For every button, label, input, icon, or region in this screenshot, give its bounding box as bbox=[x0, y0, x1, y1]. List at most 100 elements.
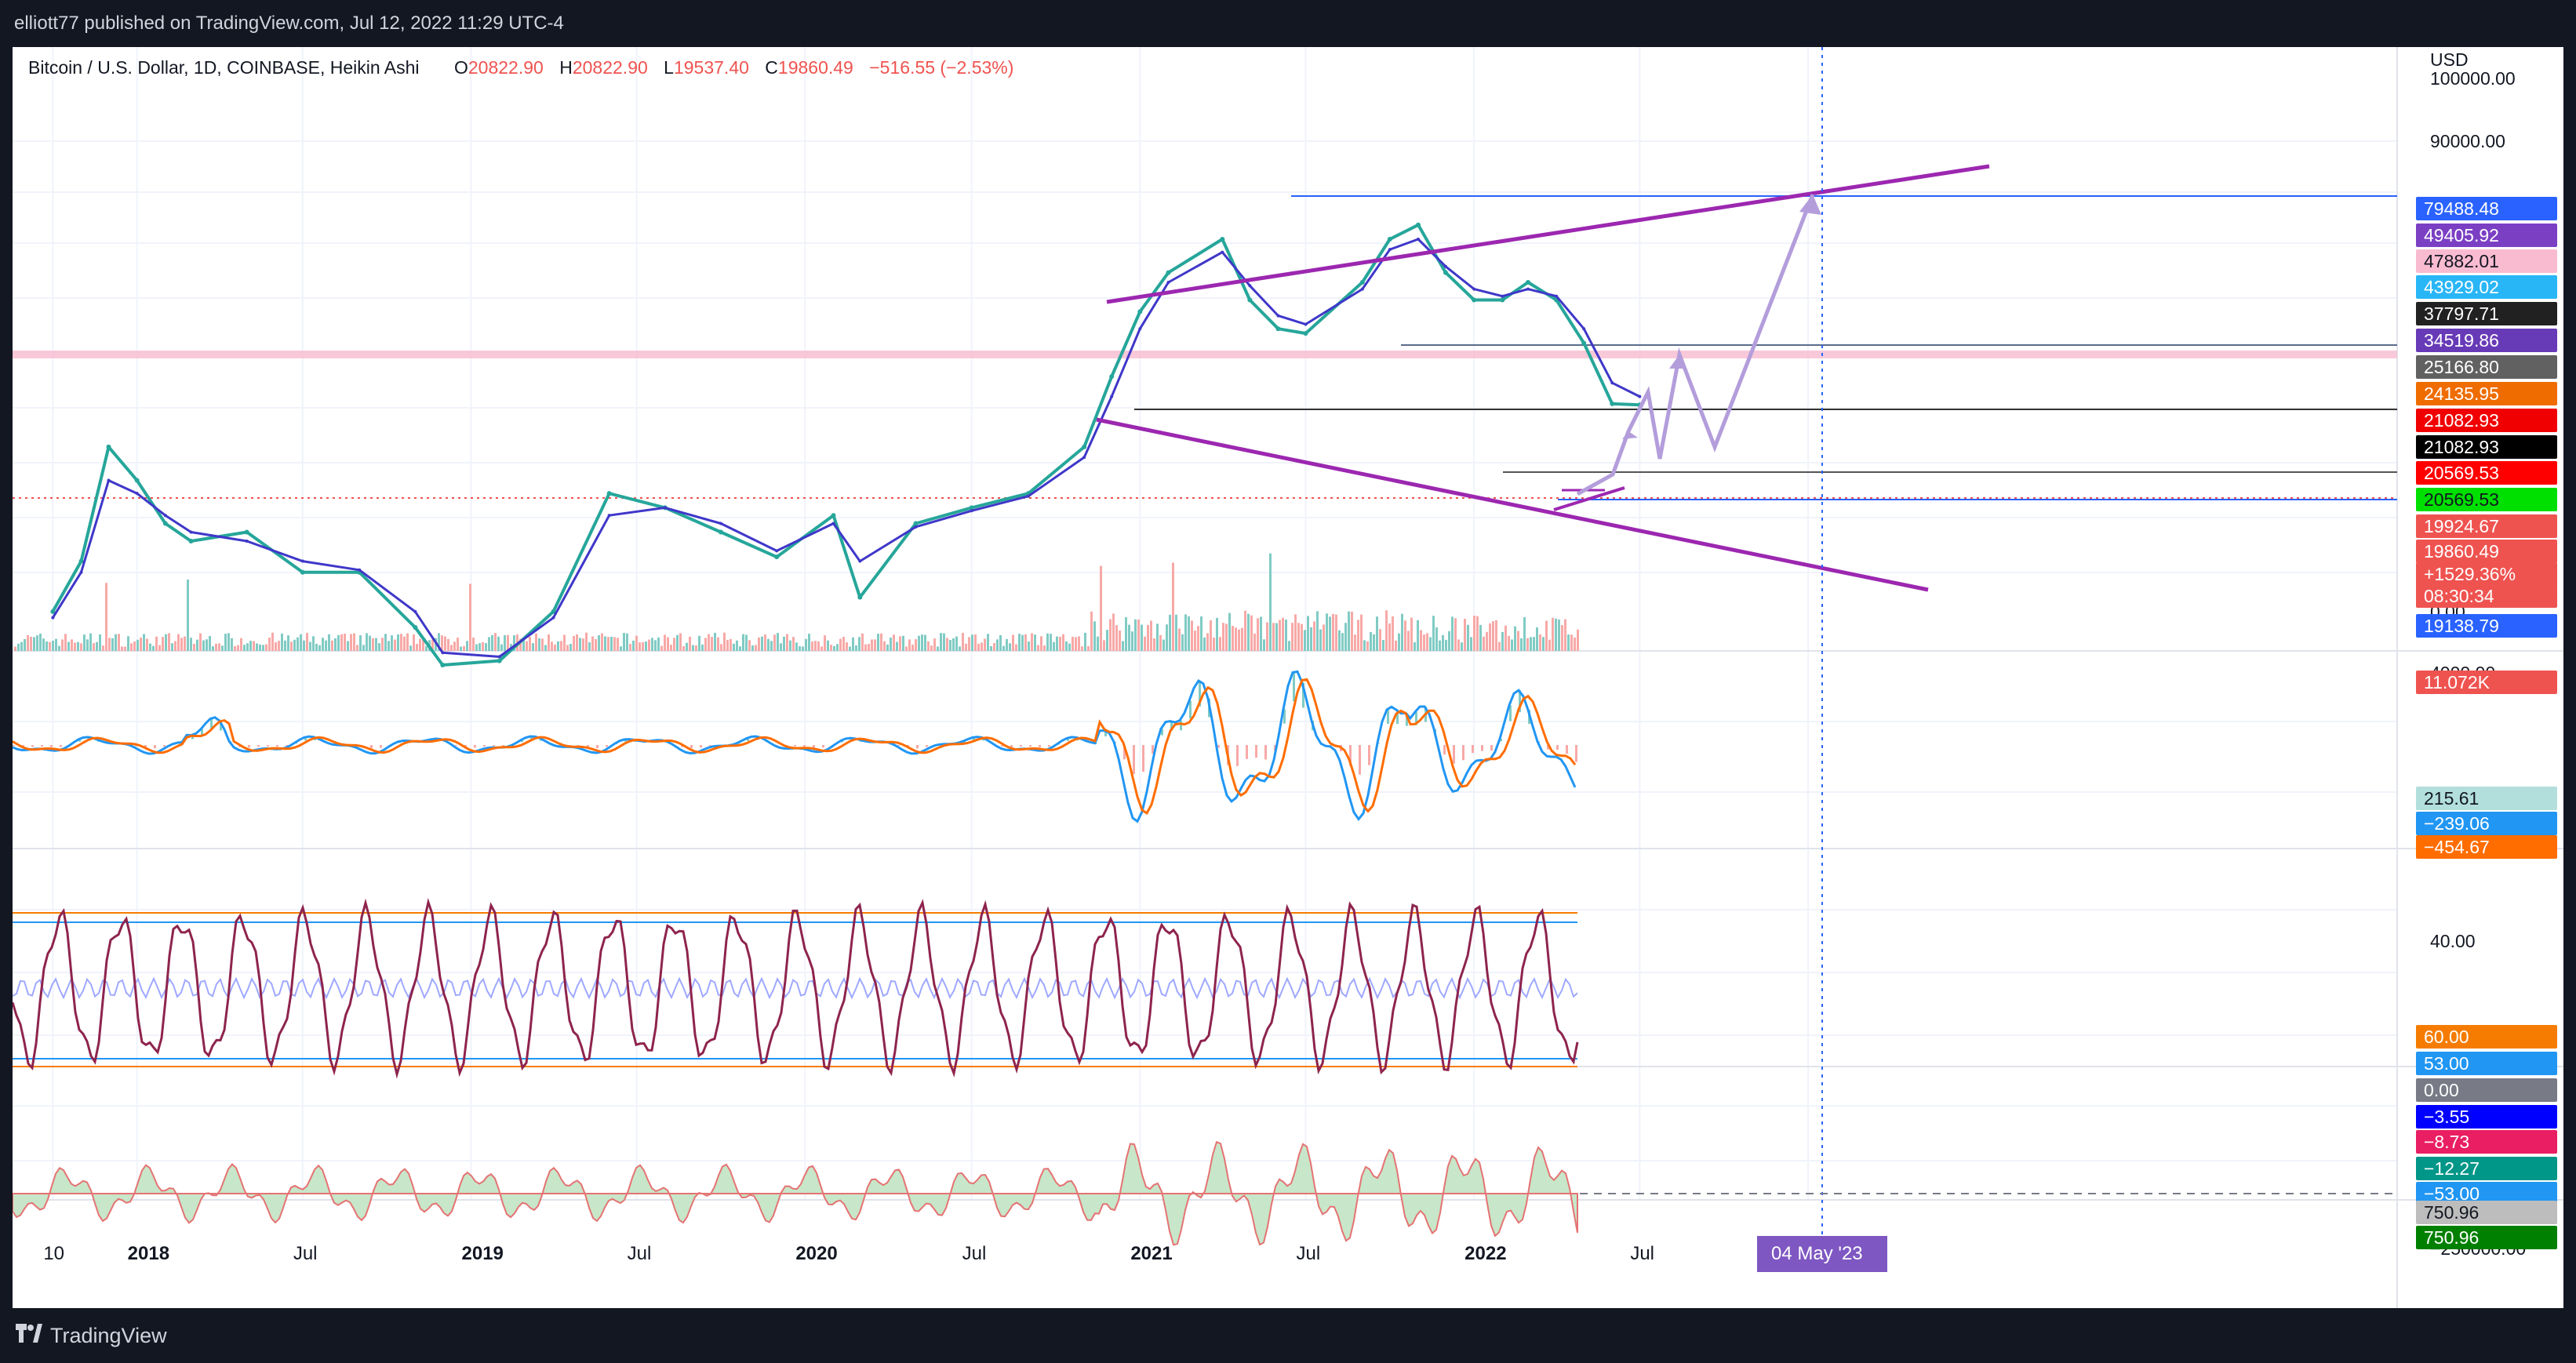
price-chip[interactable] bbox=[2416, 671, 2557, 694]
chart-svg[interactable]: Bitcoin / U.S. Dollar, 1D, COINBASE, Hei… bbox=[13, 47, 2563, 1308]
volume-bar bbox=[717, 637, 719, 651]
volume-bar bbox=[450, 645, 453, 651]
ma-point bbox=[1248, 284, 1252, 288]
price-point bbox=[1275, 326, 1281, 332]
price-line[interactable] bbox=[51, 223, 1640, 667]
price-chip[interactable] bbox=[2416, 812, 2557, 835]
volume-bar bbox=[406, 633, 409, 651]
time-axis[interactable]: 102018Jul2019Jul2020Jul2021Jul2022Jul202… bbox=[43, 1236, 1887, 1272]
macd-hist-bar bbox=[1123, 745, 1126, 760]
bottom-area[interactable] bbox=[13, 1140, 1578, 1246]
macd-hist-bar bbox=[304, 737, 307, 741]
volume-bar bbox=[447, 638, 449, 651]
volume-bar bbox=[1006, 638, 1008, 651]
price-chip[interactable] bbox=[2416, 302, 2557, 325]
volume-bar bbox=[858, 637, 860, 651]
macd-hist-bar bbox=[210, 718, 213, 729]
volume-bar bbox=[478, 643, 481, 651]
price-chip[interactable] bbox=[2416, 835, 2557, 859]
signal-line[interactable] bbox=[13, 678, 1577, 816]
ma-point bbox=[358, 568, 362, 572]
volume-bar bbox=[1392, 616, 1394, 651]
price-chip[interactable] bbox=[2416, 1025, 2557, 1049]
price-chip[interactable] bbox=[2416, 1157, 2557, 1180]
volume-bar bbox=[1577, 629, 1579, 651]
price-chip[interactable] bbox=[2416, 614, 2557, 638]
volume-bar bbox=[306, 633, 308, 651]
price-chip-label: 11.072K bbox=[2424, 672, 2490, 692]
volume-bar bbox=[1558, 620, 1560, 651]
oscillator-pane[interactable] bbox=[13, 897, 1579, 1079]
volume-bar bbox=[1072, 636, 1074, 651]
publisher-text: elliott77 published on TradingView.com, … bbox=[14, 13, 564, 34]
price-chip[interactable] bbox=[2416, 1201, 2557, 1224]
time-tick: 2021 bbox=[1130, 1243, 1172, 1264]
volume-bar bbox=[1536, 627, 1538, 651]
small-trendline[interactable] bbox=[1553, 486, 1625, 511]
price-chip[interactable] bbox=[2416, 197, 2557, 220]
price-chip[interactable] bbox=[2416, 461, 2557, 485]
volume-bar bbox=[409, 645, 412, 651]
ma-point bbox=[858, 559, 862, 563]
bottom-indicator-pane[interactable] bbox=[13, 1140, 1578, 1246]
price-chip[interactable] bbox=[2416, 275, 2557, 299]
osc-main-line[interactable] bbox=[13, 897, 1579, 1079]
volume-bar bbox=[940, 633, 942, 651]
price-chip-label: +1529.36% bbox=[2424, 564, 2516, 584]
volume-bar bbox=[777, 633, 779, 651]
macd-hist-bar bbox=[747, 738, 749, 741]
price-chip[interactable] bbox=[2416, 355, 2557, 379]
volume-bar bbox=[893, 634, 895, 651]
price-chip[interactable] bbox=[2416, 1105, 2557, 1129]
price-chip[interactable] bbox=[2416, 1078, 2557, 1102]
volume-bar bbox=[1181, 634, 1184, 651]
price-chip[interactable] bbox=[2416, 584, 2557, 608]
price-chip[interactable] bbox=[2416, 249, 2557, 273]
macd-hist-bar bbox=[502, 745, 504, 747]
volume-bar bbox=[1511, 639, 1513, 651]
volume-bar bbox=[613, 637, 616, 651]
moving-average-line[interactable] bbox=[52, 238, 1640, 658]
price-chip[interactable] bbox=[2416, 514, 2557, 538]
pink-resistance-zone[interactable] bbox=[13, 351, 2397, 358]
volume-bar bbox=[1046, 633, 1049, 651]
price-chip[interactable] bbox=[2416, 488, 2557, 511]
price-chip-label: −239.06 bbox=[2424, 813, 2490, 834]
volume-bar bbox=[723, 632, 726, 651]
volume-bar bbox=[1103, 640, 1105, 651]
price-chip[interactable] bbox=[2416, 1130, 2557, 1154]
price-axis[interactable]: USD100000.0090000.000.004000.00−4000.004… bbox=[2416, 49, 2557, 1259]
price-chip[interactable] bbox=[2416, 562, 2557, 586]
price-chip[interactable] bbox=[2416, 435, 2557, 459]
price-chip[interactable] bbox=[2416, 787, 2557, 810]
price-point bbox=[78, 558, 84, 564]
price-chip[interactable] bbox=[2416, 1182, 2557, 1205]
projection-path[interactable] bbox=[1576, 194, 1815, 496]
macd-pane[interactable] bbox=[13, 670, 1577, 823]
macd-hist-bar bbox=[13, 745, 15, 747]
price-chip[interactable] bbox=[2416, 1226, 2557, 1249]
volume-bar bbox=[36, 635, 38, 651]
upper-trendline[interactable] bbox=[1106, 164, 1990, 304]
volume-bar bbox=[1125, 617, 1127, 651]
price-chip[interactable] bbox=[2416, 1052, 2557, 1075]
volume-bar bbox=[1548, 639, 1551, 651]
volume-bar bbox=[1492, 621, 1494, 651]
volume-bar bbox=[1228, 612, 1231, 651]
volume-bar bbox=[783, 636, 785, 651]
chart-frame[interactable]: Bitcoin / U.S. Dollar, 1D, COINBASE, Hei… bbox=[13, 47, 2563, 1308]
macd-hist-bar bbox=[267, 745, 269, 747]
price-chip[interactable] bbox=[2416, 540, 2557, 563]
price-chip[interactable] bbox=[2416, 382, 2557, 405]
price-chip[interactable] bbox=[2416, 224, 2557, 247]
price-chip-label: 43929.02 bbox=[2424, 277, 2499, 297]
price-chip[interactable] bbox=[2416, 409, 2557, 432]
volume-bar bbox=[325, 640, 327, 651]
price-chip[interactable] bbox=[2416, 329, 2557, 352]
lower-trendline[interactable] bbox=[1096, 417, 1929, 592]
volume-bar bbox=[745, 634, 748, 651]
macd-hist-bar bbox=[1500, 739, 1502, 742]
volume-bar bbox=[755, 645, 757, 651]
volume-bar bbox=[852, 637, 854, 651]
macd-hist-bar bbox=[1180, 720, 1182, 731]
